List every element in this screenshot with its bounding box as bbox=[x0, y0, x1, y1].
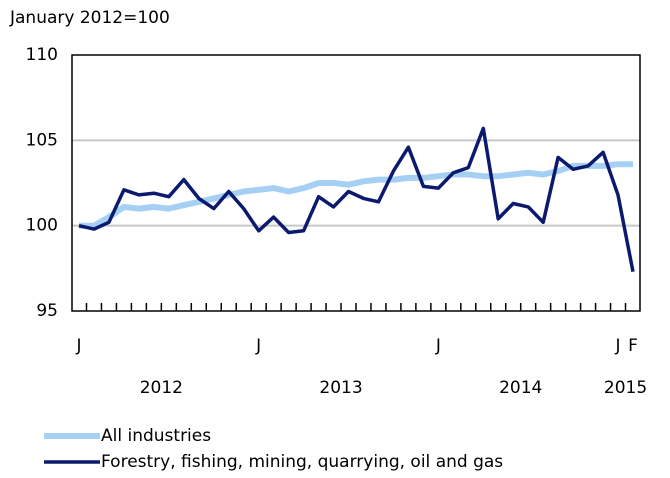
y-axis-label: January 2012=100 bbox=[9, 8, 170, 28]
year-label: 2013 bbox=[319, 378, 362, 398]
y-tick-label: 105 bbox=[26, 130, 58, 150]
year-label: 2012 bbox=[140, 378, 183, 398]
year-label: 2014 bbox=[499, 378, 542, 398]
line-series bbox=[79, 161, 633, 229]
line-series bbox=[78, 126, 635, 273]
x-tick-label: F bbox=[628, 336, 638, 356]
year-label: 2015 bbox=[604, 378, 647, 398]
y-tick-label: 95 bbox=[36, 301, 58, 321]
legend-label: Forestry, fishing, mining, quarrying, oi… bbox=[101, 452, 503, 472]
y-tick-label: 100 bbox=[26, 216, 58, 236]
legend-label: All industries bbox=[101, 426, 211, 446]
x-tick-label: J bbox=[435, 336, 441, 356]
x-tick-label: J bbox=[75, 336, 81, 356]
y-tick-label: 110 bbox=[26, 45, 58, 65]
x-tick-label: J bbox=[615, 336, 621, 356]
x-tick-label: J bbox=[255, 336, 261, 356]
